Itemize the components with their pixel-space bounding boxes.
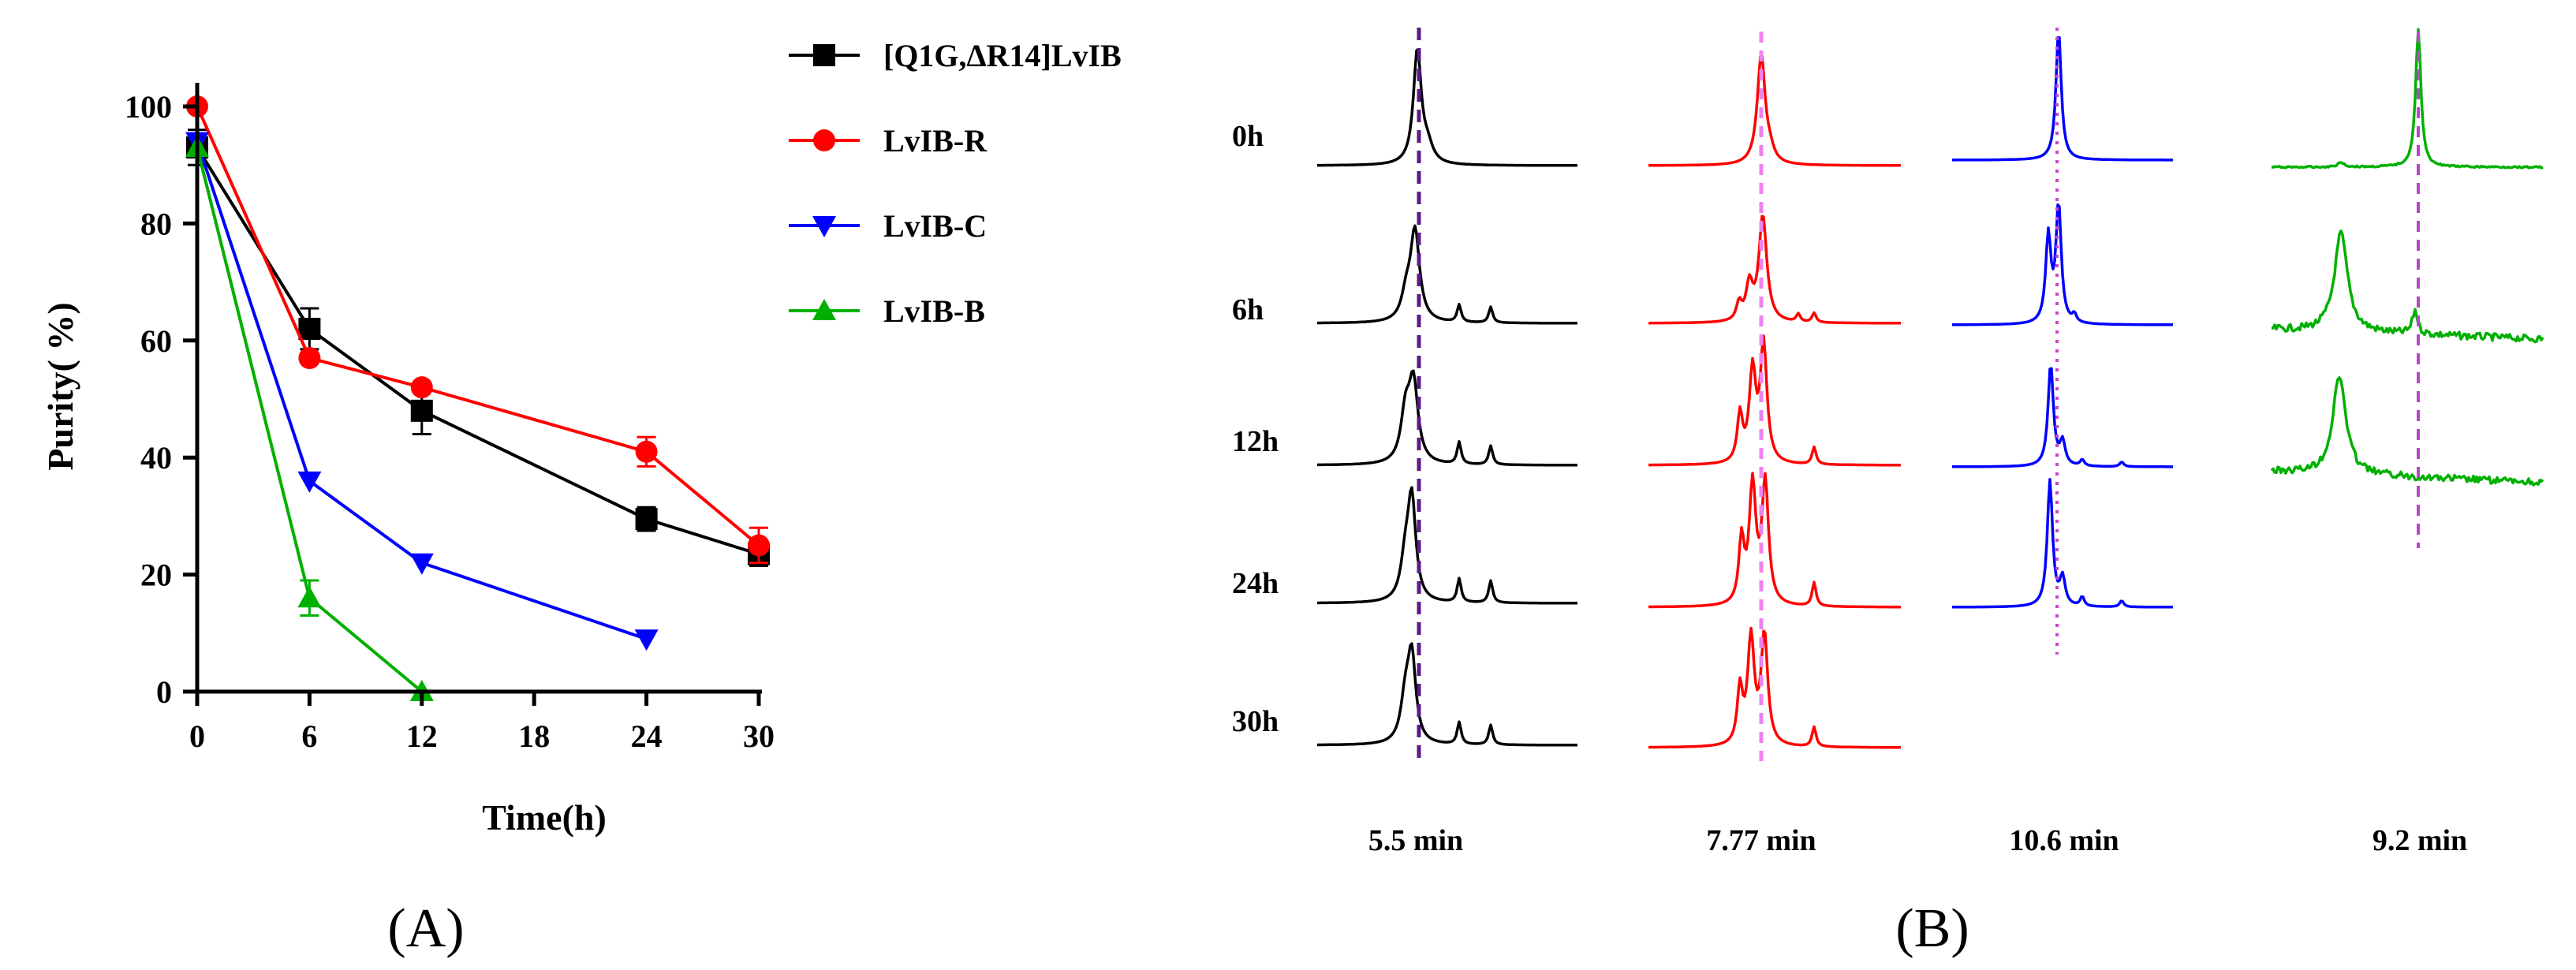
line-plot	[185, 95, 770, 701]
chromatogram-trace	[1952, 367, 2173, 468]
panel-b-label: (B)	[1895, 898, 1969, 959]
chromatogram-trace	[1648, 215, 1901, 325]
legend-item: LvIB-R	[789, 123, 987, 159]
retention-time-3: 10.6 min	[2009, 824, 2119, 857]
time-label: 6h	[1232, 293, 1264, 326]
data-point	[410, 376, 433, 399]
data-point	[298, 347, 321, 370]
chromatogram-trace	[1317, 48, 1577, 167]
legend-label: LvIB-B	[883, 293, 985, 329]
data-point	[297, 471, 322, 493]
legend-marker	[813, 44, 835, 66]
legend-label: LvIB-C	[883, 208, 987, 244]
chromatogram-trace	[1952, 203, 2173, 326]
y-tick-label: 0	[156, 674, 172, 710]
y-axis-title: Purity( %)	[40, 302, 80, 470]
retention-time-1: 5.5 min	[1368, 824, 1463, 857]
time-label: 12h	[1232, 425, 1279, 458]
panel-a-chart: 0 6 12 18 24 30 0 20 40 60 80 100 Time(h) Purity( %…	[40, 38, 1122, 959]
chromatogram-trace	[2271, 28, 2544, 170]
x-tick-label: 6	[301, 718, 317, 754]
legend-item: [Q1G,ΔR14]LvIB	[789, 38, 1122, 73]
time-label: 0h	[1232, 120, 1264, 153]
chromatogram-trace	[1648, 54, 1901, 167]
chromatogram-trace	[1317, 486, 1577, 605]
x-tick-label: 18	[518, 718, 550, 754]
legend-item: LvIB-B	[789, 293, 985, 329]
chromatogram-trace	[1648, 472, 1901, 609]
legend-marker	[812, 299, 836, 320]
data-point	[748, 534, 770, 557]
chromatogram-column-lvib-r	[1648, 32, 1902, 761]
x-tick-label: 30	[743, 718, 775, 754]
x-tick-label: 24	[631, 718, 663, 754]
y-tick-label: 20	[140, 558, 172, 593]
panel-a-label: (A)	[387, 898, 464, 959]
time-label: 30h	[1232, 705, 1279, 738]
data-point	[298, 317, 321, 340]
data-point	[635, 440, 658, 463]
y-tick-label: 100	[125, 89, 172, 125]
chromatogram-column-lvib-b	[2270, 28, 2544, 548]
y-tick-label: 40	[140, 440, 172, 476]
retention-time-2: 7.77 min	[1706, 824, 1816, 857]
data-point	[634, 629, 659, 651]
x-tick-label: 0	[189, 718, 205, 754]
chromatogram-trace	[1648, 334, 1902, 467]
chromatogram-trace	[2271, 229, 2544, 344]
data-point	[635, 508, 658, 531]
legend-label: LvIB-R	[883, 123, 987, 159]
x-axis-title: Time(h)	[482, 797, 607, 838]
chromatogram-trace	[1952, 35, 2173, 162]
retention-time-4: 9.2 min	[2373, 824, 2467, 857]
time-labels: 0h 6h 12h 24h 30h	[1232, 120, 1279, 738]
y-tick-label: 80	[140, 206, 172, 241]
chromatogram-trace	[2270, 376, 2544, 487]
chromatogram-column-lvib	[1317, 28, 1577, 765]
series-line	[196, 140, 648, 641]
legend: [Q1G,ΔR14]LvIB LvIB-R LvIB-C LvIB-B	[789, 38, 1122, 329]
y-tick-label: 60	[140, 323, 172, 359]
chromatogram-trace	[1317, 642, 1577, 747]
data-point	[297, 586, 322, 608]
x-tick-label: 12	[406, 718, 438, 754]
chromatogram-trace	[1317, 369, 1577, 467]
series-1	[186, 129, 770, 567]
chromatogram-trace	[1317, 224, 1577, 325]
series-line	[196, 146, 760, 556]
chromatogram-trace	[1952, 478, 2173, 609]
axis-ticks: 0 6 12 18 24 30 0 20 40 60 80 100	[125, 89, 775, 754]
legend-item: LvIB-C	[789, 208, 987, 244]
time-label: 24h	[1232, 567, 1279, 600]
legend-marker	[813, 129, 835, 151]
chromatogram-trace	[1648, 626, 1901, 749]
legend-label: [Q1G,ΔR14]LvIB	[883, 38, 1122, 73]
chromatogram-column-lvib-c	[1952, 28, 2173, 655]
data-point	[410, 399, 433, 422]
data-point	[409, 553, 434, 575]
legend-marker	[812, 216, 836, 237]
series-2	[186, 95, 770, 565]
